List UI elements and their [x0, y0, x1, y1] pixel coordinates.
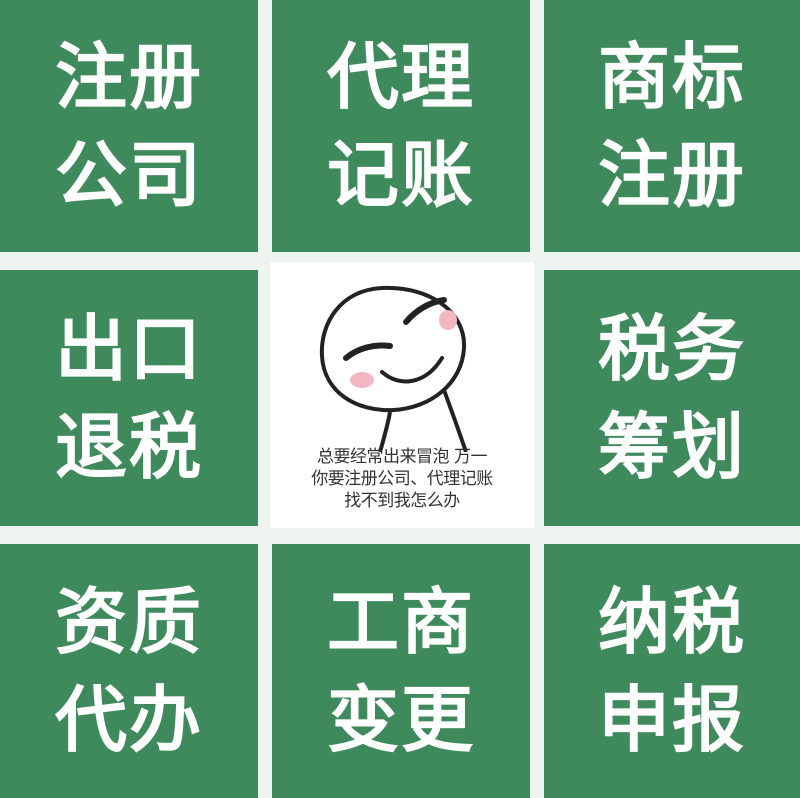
caption-line-2: 你要注册公司、代理记账: [311, 469, 493, 489]
tile-qualification-agency[interactable]: 资质 代办: [0, 544, 258, 798]
tile-line-1: 资质: [54, 580, 203, 664]
tile-line-1: 工商: [326, 580, 475, 664]
tile-tax-filing[interactable]: 纳税 申报: [544, 544, 800, 798]
tile-line-1: 代理: [326, 35, 475, 119]
tile-line-2: 退税: [54, 405, 203, 489]
tile-line-2: 注册: [597, 133, 746, 217]
tile-line-2: 筹划: [597, 405, 746, 489]
meme-caption: 总要经常出来冒泡 万一 你要注册公司、代理记账 找不到我怎么办: [270, 446, 534, 512]
caption-line-3: 找不到我怎么办: [344, 491, 460, 511]
tile-agency-bookkeeping[interactable]: 代理 记账: [272, 0, 530, 252]
tile-line-1: 税务: [597, 307, 746, 391]
tile-line-2: 申报: [597, 678, 746, 762]
meme-panel: 总要经常出来冒泡 万一 你要注册公司、代理记账 找不到我怎么办: [270, 262, 534, 528]
tile-line-1: 纳税: [597, 580, 746, 664]
tile-line-2: 代办: [54, 678, 203, 762]
tile-line-1: 出口: [54, 307, 203, 391]
tile-line-2: 变更: [326, 678, 475, 762]
tile-line-2: 记账: [326, 133, 475, 217]
tile-line-2: 公司: [54, 133, 203, 217]
tile-trademark-registration[interactable]: 商标 注册: [544, 0, 800, 252]
tile-line-1: 商标: [597, 35, 746, 119]
tile-export-tax-refund[interactable]: 出口 退税: [0, 270, 258, 526]
smirk-face-icon: [319, 285, 468, 452]
tile-register-company[interactable]: 注册 公司: [0, 0, 258, 252]
tile-line-1: 注册: [54, 35, 203, 119]
tile-business-change[interactable]: 工商 变更: [272, 544, 530, 798]
caption-line-1: 总要经常出来冒泡 万一: [317, 447, 487, 467]
tile-tax-planning[interactable]: 税务 筹划: [544, 270, 800, 526]
